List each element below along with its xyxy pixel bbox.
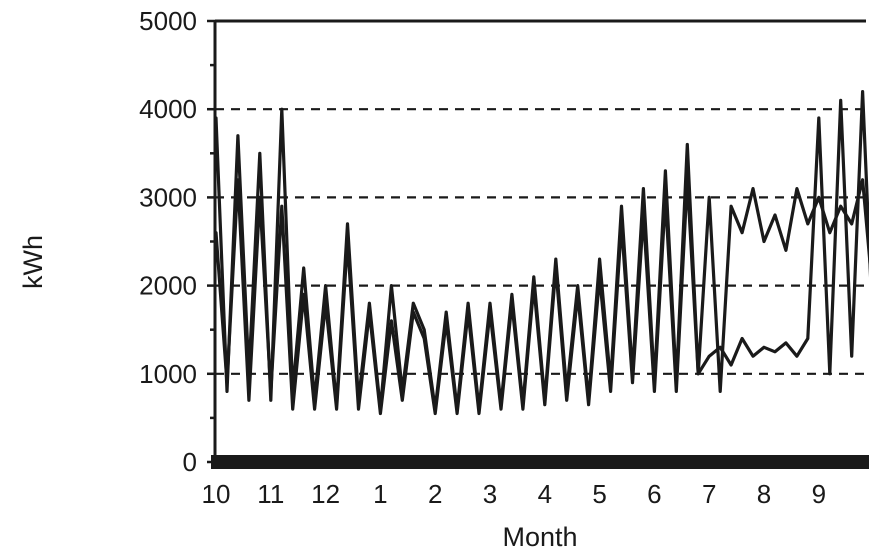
x-tick-label-5: 3 <box>483 479 497 509</box>
y-tick-label-0: 0 <box>183 447 197 477</box>
y-axis-title: kWh <box>18 235 48 289</box>
x-tick-label-7: 5 <box>592 479 606 509</box>
x-tick-label-1: 11 <box>257 479 284 509</box>
x-tick-label-3: 1 <box>373 479 387 509</box>
x-tick-label-10: 8 <box>757 479 771 509</box>
x-axis-title: Month <box>502 522 577 552</box>
x-tick-label-11: 9 <box>812 479 826 509</box>
x-tick-label-6: 4 <box>538 479 552 509</box>
x-tick-label-0: 10 <box>202 479 231 509</box>
x-tick-label-9: 7 <box>702 479 716 509</box>
axes <box>211 19 869 469</box>
series-line-2 <box>214 89 869 416</box>
x-tick-label-4: 2 <box>428 479 442 509</box>
y-tick-label-3: 3000 <box>139 182 197 212</box>
y-tick-label-1: 1000 <box>139 359 197 389</box>
y-tick-label-4: 4000 <box>139 94 197 124</box>
x-tick-label-8: 6 <box>647 479 661 509</box>
y-tick-label-5: 5000 <box>139 6 197 36</box>
y-tick-label-2: 2000 <box>139 271 197 301</box>
x-axis-ticks: 10 11 12 1 2 3 4 5 6 7 8 9 <box>202 479 826 509</box>
x-tick-label-2: 12 <box>311 479 340 509</box>
y-axis-ticks: 0 1000 2000 3000 4000 5000 <box>139 6 215 477</box>
series-layer <box>214 89 869 416</box>
